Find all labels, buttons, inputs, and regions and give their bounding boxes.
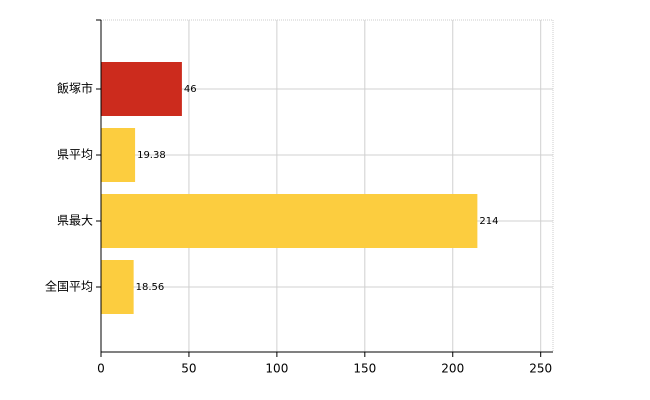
bar — [101, 128, 136, 182]
x-tick-label: 250 — [529, 362, 552, 376]
value-label: 214 — [479, 216, 498, 227]
y-tick-label: 県平均 — [57, 148, 93, 162]
bar — [101, 194, 478, 248]
x-tick-label: 50 — [181, 362, 196, 376]
bar — [101, 62, 182, 116]
y-tick-label: 飯塚市 — [57, 81, 93, 96]
y-tick-label: 全国平均 — [45, 279, 93, 294]
x-tick-label: 150 — [353, 362, 376, 376]
x-tick-label: 200 — [441, 362, 464, 376]
x-tick-label: 100 — [265, 362, 288, 376]
value-label: 18.56 — [136, 282, 165, 293]
y-tick-label: 県最大 — [57, 214, 93, 228]
value-label: 46 — [184, 84, 197, 95]
bar — [101, 260, 134, 314]
x-tick-label: 0 — [97, 362, 105, 376]
value-label: 19.38 — [137, 150, 166, 161]
